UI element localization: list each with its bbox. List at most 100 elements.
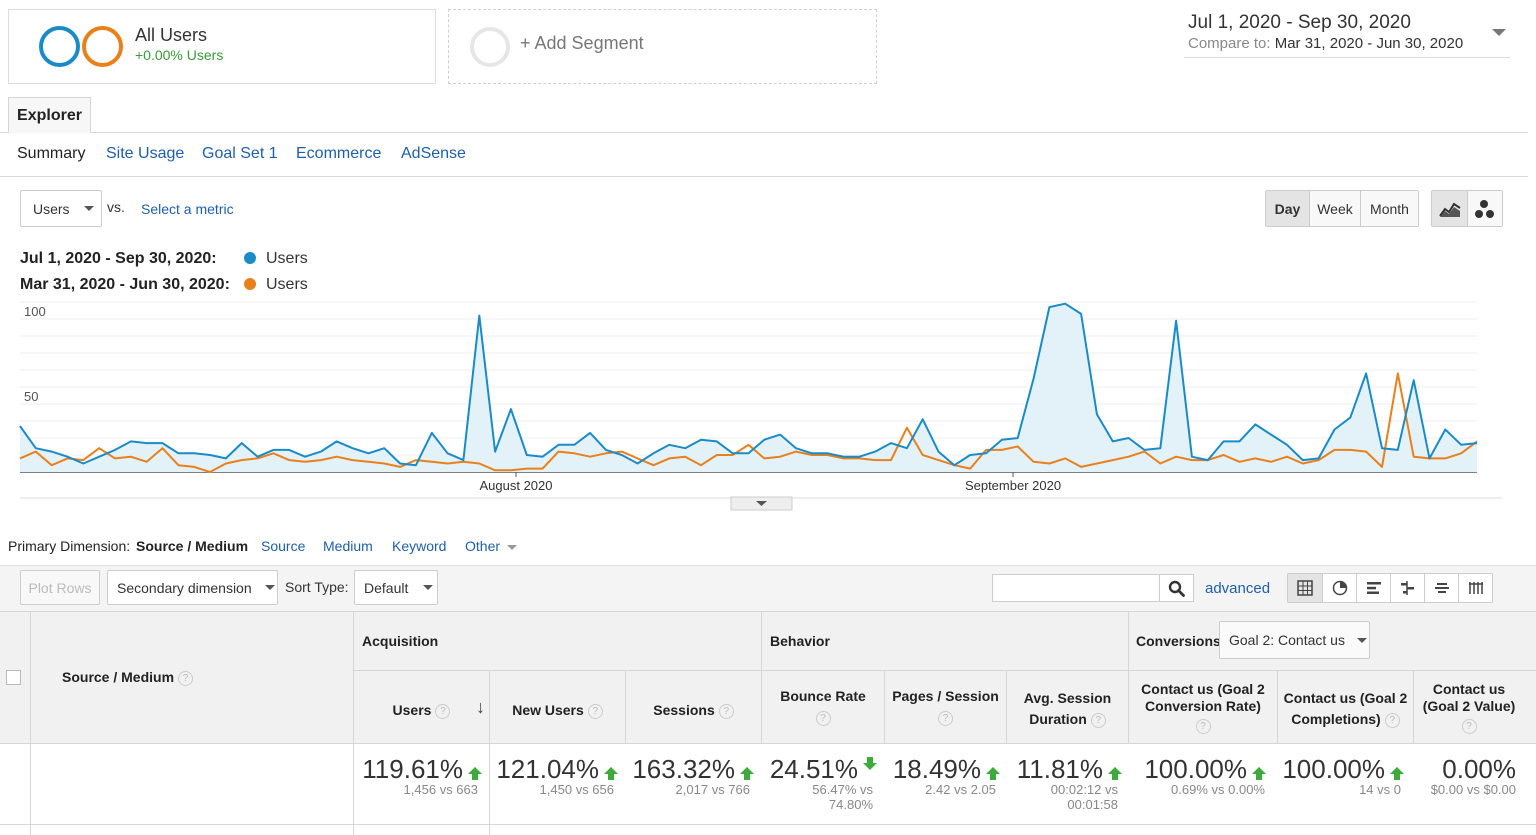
legend-dot-current	[244, 252, 256, 264]
date-range-compare: Compare to: Mar 31, 2020 - Jun 30, 2020	[1188, 35, 1463, 52]
search-button[interactable]	[1159, 574, 1194, 602]
group-behavior: Behavior	[770, 633, 830, 649]
help-icon[interactable]: ?	[587, 703, 603, 719]
total-avg-duration-compare: 00:02:12 vs 00:01:58	[1007, 782, 1118, 812]
metric-select[interactable]: Users	[20, 190, 102, 227]
help-icon[interactable]: ?	[718, 703, 734, 719]
x-tick-label: August 2020	[479, 478, 552, 493]
col-divider	[761, 611, 762, 744]
col-header-new-users[interactable]: New Users?	[490, 702, 625, 719]
help-icon[interactable]: ?	[815, 710, 831, 726]
duration-compare-line-2: 00:01:58	[1067, 797, 1118, 812]
col-divider	[1128, 611, 1129, 744]
other-chevron-down-icon	[506, 544, 517, 550]
total-pages-session-compare: 2.42 vs 2.05	[925, 782, 996, 797]
col-header-users[interactable]: Users? ↓	[354, 697, 489, 719]
primary-dimension-keyword[interactable]: Keyword	[392, 538, 447, 554]
term-cloud-view-icon[interactable]	[1424, 574, 1458, 602]
advanced-filter-link[interactable]: advanced	[1205, 580, 1271, 597]
secondary-dimension-label: Secondary dimension	[117, 579, 252, 596]
col-users-label: Users	[392, 702, 432, 718]
select-all-checkbox[interactable]	[6, 670, 21, 685]
total-new-users-pct: 121.04%	[496, 754, 599, 784]
plot-rows-button[interactable]: Plot Rows	[20, 570, 100, 605]
pivot-view-icon[interactable]	[1458, 574, 1492, 602]
total-pages-session: 18.49%	[885, 754, 1000, 785]
granularity-month[interactable]: Month	[1360, 191, 1418, 226]
plot-rows-label: Plot Rows	[28, 579, 92, 596]
help-icon[interactable]: ?	[938, 710, 953, 726]
group-conversions: Conversions	[1136, 633, 1221, 649]
y-tick-label: 100	[24, 304, 46, 319]
col-completions-label-2: Completions)	[1291, 711, 1381, 727]
legend-range-compare: Mar 31, 2020 - Jun 30, 2020:	[20, 276, 230, 293]
col-header-conv-rate[interactable]: Contact us (Goal 2 Conversion Rate) ?	[1129, 681, 1277, 734]
tab-divider	[0, 132, 1528, 133]
col-completions-label-1: Contact us (Goal 2	[1283, 690, 1408, 706]
legend-dot-compare	[244, 278, 256, 290]
line-chart-icon[interactable]	[1432, 191, 1467, 226]
col-header-sessions[interactable]: Sessions?	[626, 702, 761, 719]
secondary-dimension-select[interactable]: Secondary dimension	[107, 570, 278, 605]
legend-row-compare: Mar 31, 2020 - Jun 30, 2020:	[20, 276, 230, 294]
tab-explorer[interactable]: Explorer	[8, 97, 91, 133]
help-icon[interactable]: ?	[178, 670, 194, 686]
total-value: 0.00%	[1414, 754, 1516, 785]
comparison-view-icon[interactable]	[1390, 574, 1424, 602]
increase-arrow-icon	[740, 767, 754, 780]
add-segment-button[interactable]: + Add Segment	[448, 9, 877, 84]
motion-chart-icon[interactable]	[1467, 191, 1502, 226]
primary-dimension-medium[interactable]: Medium	[323, 538, 373, 554]
help-icon[interactable]: ?	[1384, 712, 1400, 728]
subtab-summary[interactable]: Summary	[17, 145, 86, 162]
granularity-week[interactable]: Week	[1309, 191, 1360, 226]
subtab-site-usage[interactable]: Site Usage	[106, 145, 185, 162]
users-line-chart[interactable]: 100 50 August 2020 September 2020	[0, 290, 1536, 515]
primary-dimension-other-label: Other	[465, 538, 501, 554]
segment-subtitle: +0.00% Users	[135, 47, 224, 63]
date-range-picker[interactable]: Jul 1, 2020 - Sep 30, 2020 Compare to: M…	[1184, 12, 1510, 58]
col-header-value[interactable]: Contact us (Goal 2 Value) ?	[1414, 681, 1524, 734]
series-area-fill	[20, 303, 1477, 472]
total-pages-session-pct: 18.49%	[892, 754, 981, 784]
col-header-completions[interactable]: Contact us (Goal 2 Completions)?	[1278, 688, 1413, 730]
metric-chevron-down-icon	[83, 206, 94, 211]
compare-label: Compare to:	[1188, 35, 1271, 52]
chart-type-toggle	[1431, 190, 1503, 227]
col-avg-duration-label-1: Avg. Session	[1023, 690, 1112, 706]
segment-all-users[interactable]: All Users +0.00% Users	[8, 9, 436, 84]
goal-select[interactable]: Goal 2: Contact us	[1219, 621, 1370, 659]
row-divider	[0, 743, 1536, 744]
sort-type-select[interactable]: Default	[354, 570, 438, 605]
col-value-label-1: Contact us	[1432, 681, 1506, 697]
subtab-goal-set-1[interactable]: Goal Set 1	[202, 145, 278, 162]
pie-chart-view-icon[interactable]	[1322, 574, 1356, 602]
granularity-day[interactable]: Day	[1266, 191, 1309, 226]
col-header-pages-session[interactable]: Pages / Session ?	[885, 688, 1006, 726]
data-table-view-icon[interactable]	[1288, 574, 1322, 602]
increase-arrow-icon	[604, 767, 618, 780]
col-header-avg-duration[interactable]: Avg. Session Duration?	[1007, 688, 1128, 730]
total-sessions-pct: 163.32%	[632, 754, 735, 784]
select-metric-link[interactable]: Select a metric	[141, 201, 234, 217]
help-icon[interactable]: ?	[435, 703, 451, 719]
help-icon[interactable]: ?	[1195, 718, 1211, 734]
legend-metric-current: Users	[266, 250, 308, 267]
subtab-ecommerce[interactable]: Ecommerce	[296, 145, 382, 162]
table-search-input[interactable]	[992, 574, 1160, 602]
help-icon[interactable]: ?	[1090, 712, 1106, 728]
primary-dimension-source[interactable]: Source	[261, 538, 306, 554]
col-divider	[1006, 670, 1007, 744]
total-avg-duration: 11.81%	[1007, 754, 1122, 785]
primary-dimension-other[interactable]: Other	[465, 538, 517, 554]
sort-descending-icon: ↓	[476, 697, 485, 717]
subtab-adsense[interactable]: AdSense	[401, 145, 466, 162]
total-avg-duration-pct: 11.81%	[1016, 754, 1103, 784]
total-completions-compare: 14 vs 0	[1359, 782, 1401, 797]
performance-view-icon[interactable]	[1356, 574, 1390, 602]
help-icon[interactable]: ?	[1461, 718, 1477, 734]
total-value-pct: 0.00%	[1442, 754, 1516, 784]
dimension-header[interactable]: Source / Medium?	[62, 669, 194, 686]
col-header-bounce-rate[interactable]: Bounce Rate ?	[762, 688, 884, 726]
goal-chevron-down-icon	[1356, 637, 1367, 643]
